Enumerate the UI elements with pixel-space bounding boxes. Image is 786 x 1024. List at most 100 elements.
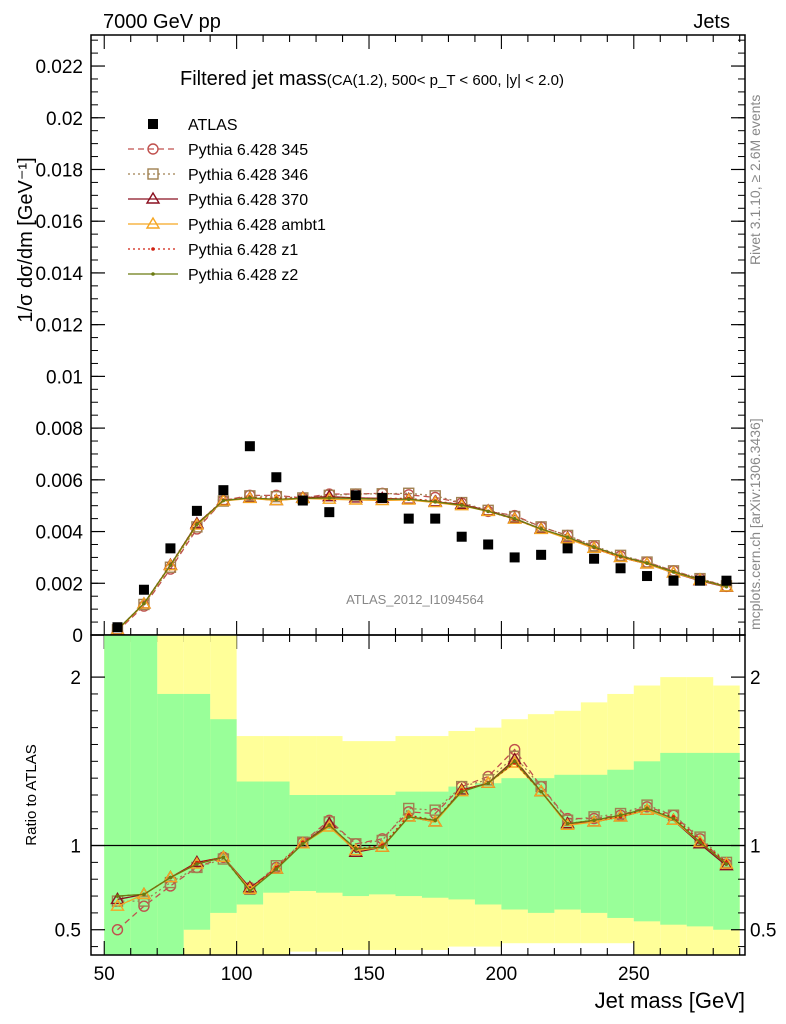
green-band-bin	[236, 781, 264, 905]
green-band-bin	[157, 693, 184, 955]
main-point	[618, 554, 623, 558]
main-point	[136, 596, 152, 609]
green-band-bin	[104, 635, 131, 955]
ratio-y-tick-label: 0.5	[55, 921, 81, 942]
green-band-bin	[448, 786, 475, 900]
atlas-point	[456, 531, 467, 542]
atlas-point	[642, 571, 653, 582]
legend-entry: Pythia 6.428 ambt1	[128, 216, 326, 234]
green-band-bin	[713, 752, 740, 930]
green-band-bin	[607, 769, 634, 918]
ratio-point	[645, 806, 649, 811]
x-tick-label: 200	[486, 964, 518, 985]
main-point	[274, 497, 279, 502]
atlas-point	[430, 513, 441, 524]
ratio-point	[724, 862, 729, 866]
main-point	[221, 498, 226, 503]
ratio-y-tick-label: 2	[70, 668, 81, 689]
ratio-point	[692, 834, 708, 847]
main-series-line	[117, 497, 727, 631]
main-point	[138, 598, 150, 611]
y-axis-label-main: 1/σ dσ/dm [GeV⁻¹]	[15, 157, 37, 322]
ratio-point	[427, 814, 443, 827]
ratio-point	[348, 844, 364, 857]
green-band-bin	[633, 761, 661, 922]
main-point	[270, 490, 283, 503]
ratio-y-tick-label-right: 0.5	[750, 921, 776, 942]
ratio-point	[322, 819, 337, 832]
legend-marker	[148, 119, 158, 129]
ratio-point	[560, 817, 575, 831]
main-point	[592, 545, 596, 549]
atlas-point	[112, 622, 123, 633]
main-panel: 0 0.002 0.004 0.006 0.008 0.01 0.012 0.014 0.016…	[15, 34, 746, 649]
y-tick-label: 0	[72, 626, 83, 647]
atlas-point	[297, 495, 308, 506]
rivet-label: Rivet 3.1.10, ≥ 2.6M events	[747, 95, 763, 265]
atlas-point	[483, 539, 494, 550]
legend-label: Pythia 6.428 346	[188, 167, 308, 184]
atlas-point	[589, 553, 600, 564]
ratio-point	[507, 755, 522, 768]
ratio-point	[533, 784, 549, 797]
main-point	[433, 500, 438, 504]
ratio-point	[301, 842, 305, 846]
green-band-bin	[210, 719, 237, 913]
ratio-point	[454, 782, 469, 795]
x-tick-label: 150	[353, 964, 385, 985]
atlas-point	[615, 563, 626, 574]
legend-entry: Pythia 6.428 346	[128, 167, 308, 184]
atlas-point	[244, 441, 255, 452]
ratio-point	[221, 855, 226, 860]
ratio-point	[719, 858, 734, 871]
ratio-point	[565, 821, 570, 826]
ratio-point	[115, 894, 120, 898]
green-band-bin	[316, 795, 343, 893]
main-axes: 0 0.002 0.004 0.006 0.008 0.01 0.012 0.014 0.016…	[35, 35, 745, 649]
main-point	[565, 535, 570, 540]
ratio-point	[248, 889, 252, 893]
atlas-point	[377, 492, 388, 503]
atlas-point	[509, 552, 520, 563]
atlas-point	[138, 584, 149, 595]
green-band-bin	[580, 774, 608, 913]
ratio-point	[380, 845, 385, 850]
main-point	[163, 558, 178, 571]
ratio-point	[327, 823, 332, 828]
legend-entry: Pythia 6.428 345	[128, 142, 308, 159]
legend-marker	[151, 272, 155, 276]
ratio-point	[480, 775, 496, 788]
green-band-bin	[501, 778, 528, 910]
main-point	[327, 496, 332, 500]
atlas-point	[271, 472, 282, 483]
atlas-point	[536, 549, 547, 560]
ratio-point	[592, 818, 596, 823]
ratio-point	[274, 867, 279, 871]
legend-entry: Pythia 6.428 z2	[128, 267, 298, 284]
mcplots-label: mcplots.cern.ch [arXiv:1306.3436]	[747, 418, 763, 630]
ratio-point	[539, 789, 543, 794]
ratio-point	[719, 856, 734, 869]
ratio-point	[698, 840, 702, 844]
atlas-point	[324, 507, 335, 518]
green-band-bin	[395, 791, 422, 897]
ratio-point	[142, 892, 146, 897]
main-point	[486, 509, 490, 514]
y-tick-label: 0.004	[35, 523, 83, 544]
main-point	[189, 517, 205, 530]
main-plot-area	[110, 441, 734, 637]
atlas-point	[721, 575, 732, 586]
y-tick-label: 0.014	[35, 264, 83, 285]
main-point	[322, 489, 337, 502]
ratio-point	[353, 847, 358, 851]
y-tick-label: 0.01	[46, 367, 83, 388]
y-tick-label: 0.006	[35, 471, 83, 492]
main-series	[110, 491, 734, 635]
atlas-point	[403, 513, 414, 524]
atlas-point	[165, 543, 176, 554]
ratio-point	[401, 809, 416, 822]
ratio-series	[115, 759, 729, 898]
header-left: 7000 GeV pp	[103, 11, 221, 33]
